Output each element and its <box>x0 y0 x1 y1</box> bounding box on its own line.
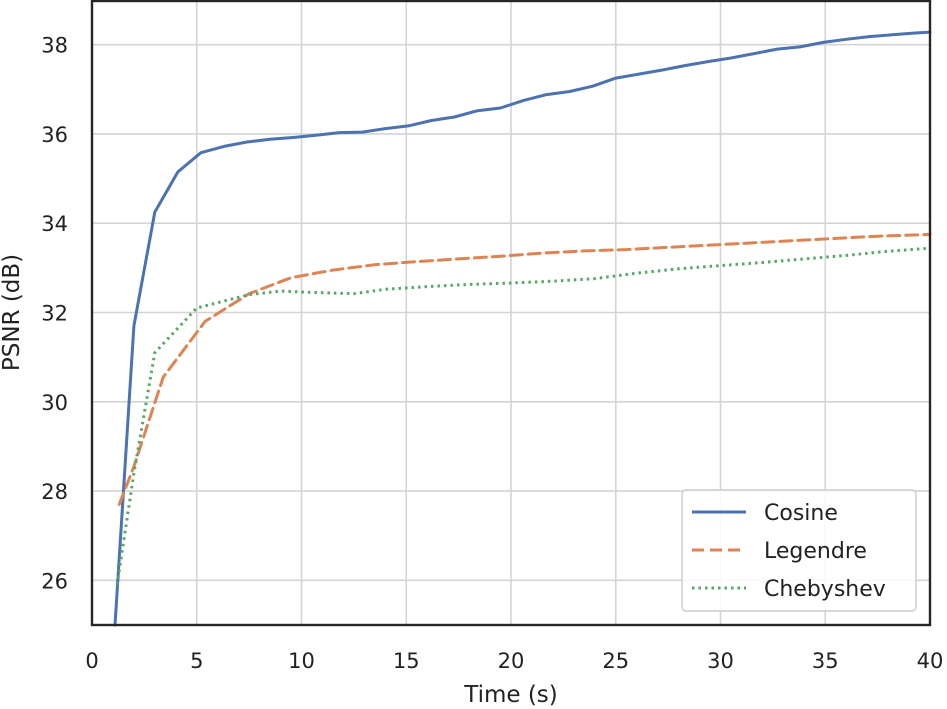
series-line-cosine <box>113 30 932 627</box>
y-tick-label: 38 <box>41 34 68 58</box>
x-tick-label: 20 <box>498 649 525 673</box>
legend-box <box>681 489 917 612</box>
y-tick-label: 36 <box>41 123 68 147</box>
y-axis-title: PSNR (dB) <box>0 254 25 371</box>
legend-label-chebyshev: Chebyshev <box>764 577 886 602</box>
y-tick-label: 32 <box>41 302 68 326</box>
x-tick-label: 30 <box>707 649 734 673</box>
legend: Cosine Legendre Chebyshev <box>681 489 917 612</box>
x-tick-label: 0 <box>85 649 98 673</box>
y-tick-labels: 26 28 30 32 34 36 38 <box>41 34 68 594</box>
x-tick-label: 25 <box>602 649 629 673</box>
y-tick-label: 28 <box>41 480 68 504</box>
series-lines <box>113 30 932 627</box>
plot-frame <box>90 0 932 627</box>
x-tick-label: 35 <box>812 649 839 673</box>
legend-label-legendre: Legendre <box>764 539 867 564</box>
x-tick-label: 5 <box>190 649 203 673</box>
x-tick-label: 10 <box>288 649 315 673</box>
x-tick-label: 40 <box>917 649 944 673</box>
y-tick-label: 26 <box>41 569 68 593</box>
legend-label-cosine: Cosine <box>764 501 838 526</box>
x-axis-title: Time (s) <box>463 682 558 708</box>
y-tick-label: 34 <box>41 212 68 236</box>
series-line-chebyshev <box>115 246 931 586</box>
x-tick-labels: 0 5 10 15 20 25 30 35 40 <box>85 649 943 673</box>
y-tick-label: 30 <box>41 391 68 415</box>
series-line-legendre <box>117 232 932 506</box>
x-tick-label: 15 <box>393 649 420 673</box>
